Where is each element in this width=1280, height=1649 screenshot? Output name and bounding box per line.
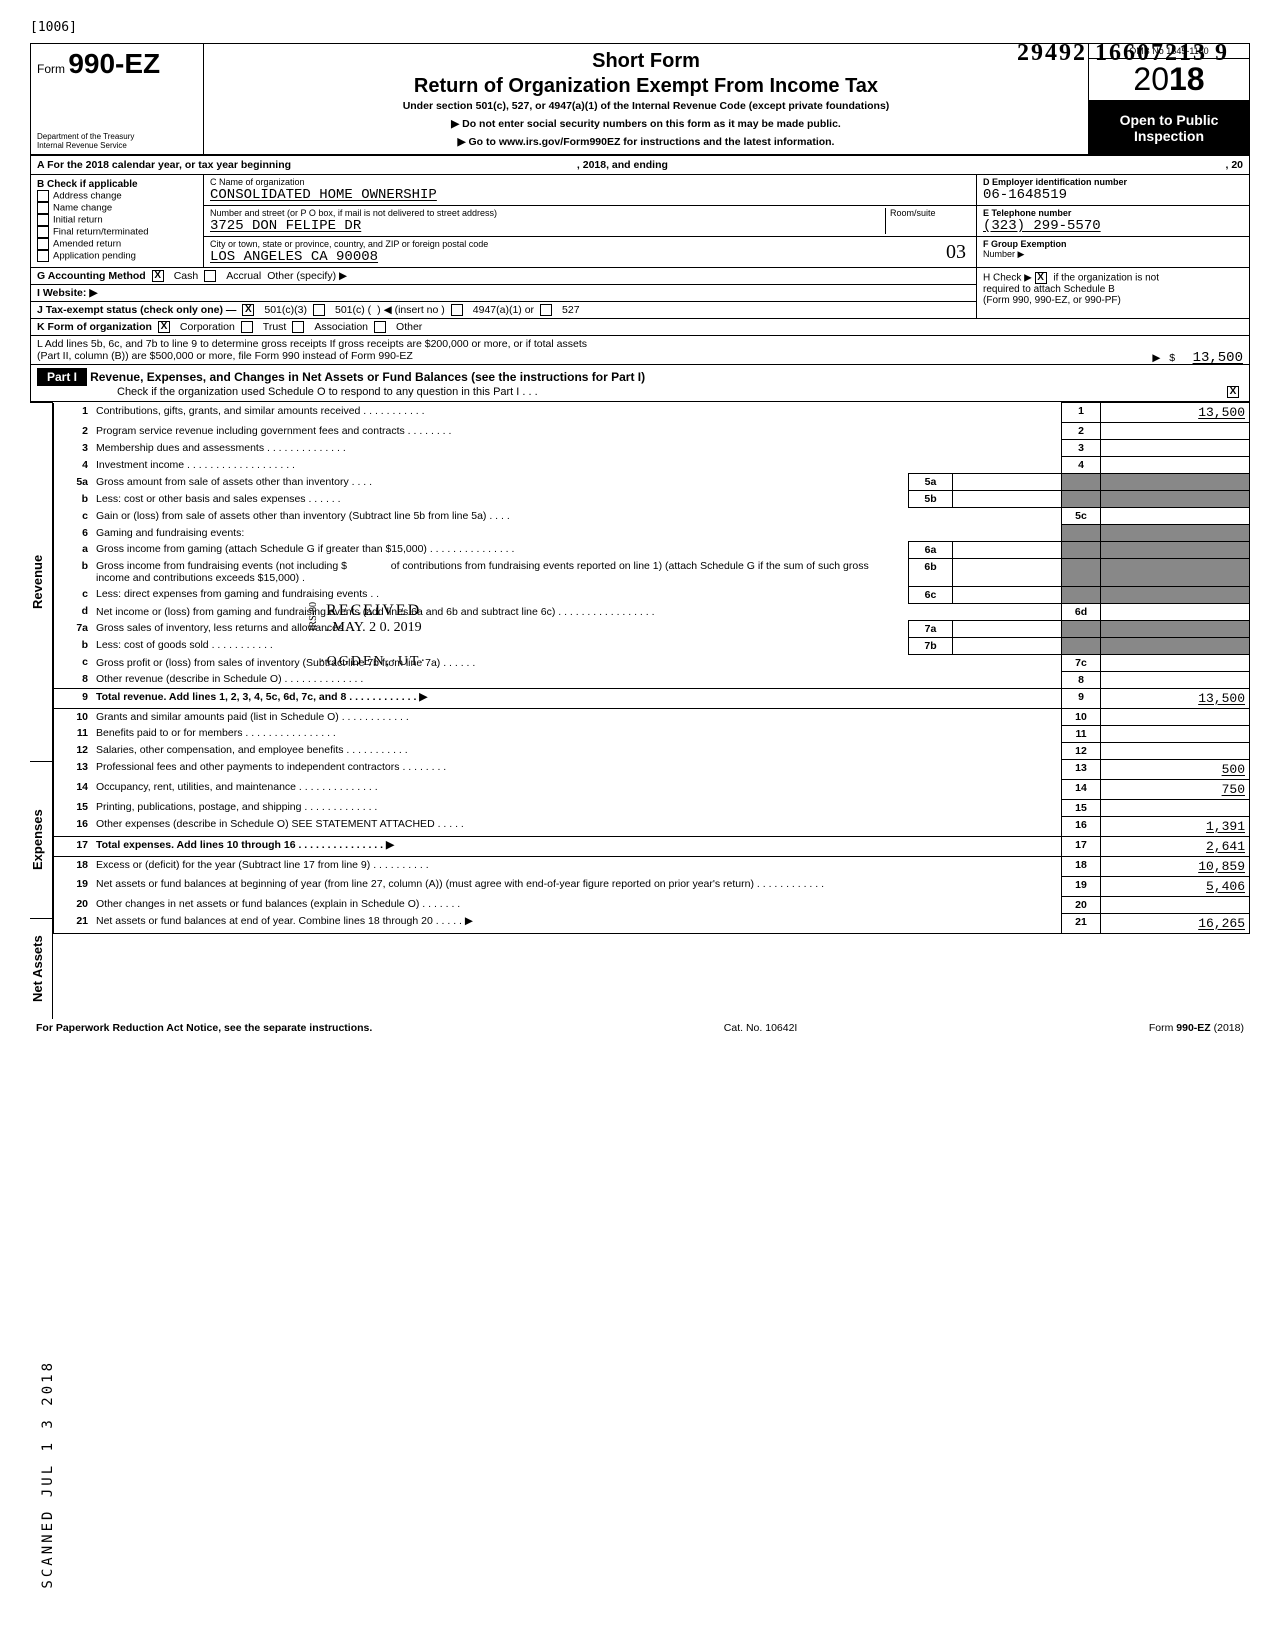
chk-501c[interactable]: [313, 304, 325, 316]
side-netassets: Net Assets: [30, 918, 53, 1019]
line-14: 14Occupancy, rent, utilities, and mainte…: [54, 779, 1250, 799]
line-6c: cLess: direct expenses from gaming and f…: [54, 586, 1250, 603]
line-6: 6Gaming and fundraising events:: [54, 525, 1250, 542]
line-1: 1Contributions, gifts, grants, and simil…: [54, 403, 1250, 423]
chk-4947[interactable]: [451, 304, 463, 316]
col-b-checkboxes: B Check if applicable Address change Nam…: [31, 175, 204, 267]
line-5a: 5aGross amount from sale of assets other…: [54, 474, 1250, 491]
chk-527[interactable]: [540, 304, 552, 316]
line-7b: bLess: cost of goods sold . . . . . . . …: [54, 637, 1250, 654]
line-3: 3Membership dues and assessments . . . .…: [54, 440, 1250, 457]
scanned-side-date: SCANNED JUL 1 3 2018: [40, 1360, 56, 1589]
form-header: 29492 16607213 9 Form 990-EZ Department …: [30, 43, 1250, 156]
chk-accrual[interactable]: [204, 270, 216, 282]
footer: For Paperwork Reduction Act Notice, see …: [30, 1019, 1250, 1037]
lines-table: 1Contributions, gifts, grants, and simil…: [53, 402, 1250, 934]
line-2: 2Program service revenue including gover…: [54, 423, 1250, 440]
chk-assoc[interactable]: [292, 321, 304, 333]
chk-name[interactable]: Name change: [37, 202, 197, 214]
row-a: A For the 2018 calendar year, or tax yea…: [30, 156, 1250, 175]
short-form-title: Short Form: [214, 50, 1078, 73]
side-revenue: Revenue: [30, 402, 53, 761]
line-19: 19Net assets or fund balances at beginni…: [54, 876, 1250, 896]
row-g: G Accounting Method XCash Accrual Other …: [30, 268, 977, 285]
line-20: 20Other changes in net assets or fund ba…: [54, 896, 1250, 913]
subtitle: Under section 501(c), 527, or 4947(a)(1)…: [214, 100, 1078, 112]
phone-cell: E Telephone number (323) 299-5570: [977, 206, 1249, 236]
section-b-c-d: B Check if applicable Address change Nam…: [30, 175, 1250, 268]
main-title: Return of Organization Exempt From Incom…: [214, 75, 1078, 98]
chk-h[interactable]: X: [1035, 272, 1047, 284]
line-5b: bLess: cost or other basis and sales exp…: [54, 491, 1250, 508]
row-h: H Check ▶ X if the organization is not r…: [977, 268, 1250, 319]
chk-pending[interactable]: Application pending: [37, 250, 197, 262]
line-17: 17Total expenses. Add lines 10 through 1…: [54, 836, 1250, 856]
chk-address[interactable]: Address change: [37, 190, 197, 202]
chk-cash[interactable]: X: [152, 270, 164, 282]
line-5c: cGain or (loss) from sale of assets othe…: [54, 508, 1250, 525]
row-l: L Add lines 5b, 6c, and 7b to line 9 to …: [30, 336, 1250, 365]
line-12: 12Salaries, other compensation, and empl…: [54, 742, 1250, 759]
dept-label: Department of the TreasuryInternal Reven…: [37, 132, 197, 150]
line-7c: cGross profit or (loss) from sales of in…: [54, 654, 1250, 671]
line-13: 13Professional fees and other payments t…: [54, 759, 1250, 779]
chk-corp[interactable]: X: [158, 321, 170, 333]
stamp-03: 03: [946, 241, 966, 264]
line-6b: bGross income from fundraising events (n…: [54, 558, 1250, 586]
chk-other[interactable]: [374, 321, 386, 333]
chk-trust[interactable]: [241, 321, 253, 333]
line-10: 10Grants and similar amounts paid (list …: [54, 708, 1250, 725]
chk-schedule-o[interactable]: X: [1227, 386, 1239, 398]
line-9: 9Total revenue. Add lines 1, 2, 3, 4, 5c…: [54, 688, 1250, 708]
line-15: 15Printing, publications, postage, and s…: [54, 799, 1250, 816]
line-7a: 7aGross sales of inventory, less returns…: [54, 620, 1250, 637]
city-cell: City or town, state or province, country…: [204, 237, 977, 267]
line-21: 21Net assets or fund balances at end of …: [54, 913, 1250, 933]
instruction-1: ▶ Do not enter social security numbers o…: [214, 118, 1078, 130]
line-11: 11Benefits paid to or for members . . . …: [54, 725, 1250, 742]
group-exemption-cell: F Group Exemption Number ▶: [977, 237, 1249, 267]
open-public-badge: Open to PublicInspection: [1089, 101, 1249, 154]
street-cell: Number and street (or P O box, if mail i…: [204, 206, 977, 236]
line-4: 4Investment income . . . . . . . . . . .…: [54, 457, 1250, 474]
line-8: 8Other revenue (describe in Schedule O) …: [54, 671, 1250, 688]
row-j: J Tax-exempt status (check only one) — X…: [30, 302, 977, 319]
chk-initial[interactable]: Initial return: [37, 214, 197, 226]
org-name-cell: C Name of organization CONSOLIDATED HOME…: [204, 175, 977, 205]
part-i-header: Part I Revenue, Expenses, and Changes in…: [30, 365, 1250, 402]
row-i: I Website: ▶: [30, 285, 977, 302]
side-expenses: Expenses: [30, 761, 53, 918]
form-number: Form 990-EZ: [37, 48, 197, 80]
line-6a: aGross income from gaming (attach Schedu…: [54, 541, 1250, 558]
line-18: 18Excess or (deficit) for the year (Subt…: [54, 856, 1250, 876]
chk-501c3[interactable]: X: [242, 304, 254, 316]
line-6d: dNet income or (loss) from gaming and fu…: [54, 603, 1250, 620]
instruction-2: ▶ Go to www.irs.gov/Form990EZ for instru…: [214, 136, 1078, 148]
line-16: 16Other expenses (describe in Schedule O…: [54, 816, 1250, 836]
ein-cell: D Employer identification number 06-1648…: [977, 175, 1249, 205]
row-k: K Form of organization XCorporation Trus…: [30, 319, 1250, 336]
chk-amended[interactable]: Amended return: [37, 238, 197, 250]
top-mark: [1006]: [30, 20, 1250, 35]
chk-final[interactable]: Final return/terminated: [37, 226, 197, 238]
